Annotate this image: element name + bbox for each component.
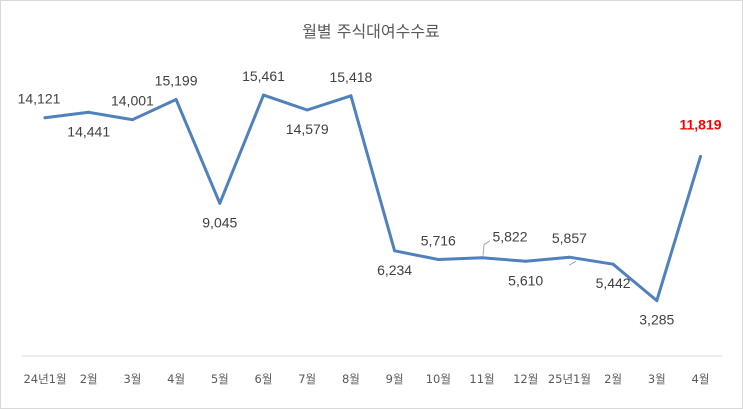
series-line: [43, 93, 702, 303]
data-point: [480, 256, 484, 260]
x-tick-label: 5월: [211, 372, 229, 386]
x-tick-label: 4월: [167, 372, 185, 386]
data-label: 14,441: [67, 123, 110, 139]
data-label: 5,610: [508, 272, 543, 288]
x-axis-ticks: 24년1월 2월 3월 4월 5월 6월 7월 8월 9월 10월 11월 12월 25년1월 2월 3월 4…: [23, 372, 709, 386]
data-point: [611, 262, 615, 266]
x-tick-label: 3월: [648, 372, 666, 386]
data-point: [262, 93, 265, 97]
data-label: 5,442: [596, 275, 631, 291]
leader-lines: [482, 240, 577, 266]
data-label: 5,716: [421, 233, 456, 249]
data-point: [349, 94, 353, 98]
chart-title: 월별 주식대여수수료: [302, 22, 440, 41]
data-point: [43, 116, 47, 120]
x-tick-label: 25년1월: [548, 372, 591, 386]
data-label: 5,822: [492, 229, 527, 245]
data-label: 15,461: [242, 68, 285, 84]
x-tick-label: 3월: [123, 372, 141, 386]
data-point: [305, 108, 309, 112]
x-tick-label: 9월: [386, 372, 404, 386]
x-tick-label: 4월: [692, 372, 710, 386]
x-tick-label: 2월: [80, 372, 98, 386]
data-point: [655, 299, 659, 303]
data-point: [567, 255, 571, 259]
data-point: [393, 249, 397, 253]
data-points: [43, 93, 702, 303]
data-label: 6,234: [377, 262, 412, 278]
data-label: 3,285: [639, 312, 674, 328]
data-point: [87, 110, 91, 114]
data-point: [174, 98, 178, 101]
data-point: [130, 118, 134, 122]
data-label: 15,418: [329, 69, 372, 85]
leader-line: [568, 260, 577, 266]
data-label: 5,857: [552, 230, 587, 246]
data-label: 14,121: [18, 91, 61, 107]
data-point: [699, 155, 702, 158]
data-label: 15,199: [155, 73, 198, 89]
x-tick-label: 11월: [469, 372, 494, 386]
data-point: [524, 259, 528, 263]
x-tick-label: 24년1월: [23, 372, 66, 386]
data-label: 14,001: [111, 93, 154, 109]
x-tick-label: 12월: [513, 372, 538, 386]
leader-line: [482, 240, 491, 256]
data-point: [218, 201, 222, 205]
data-point: [436, 258, 440, 261]
x-tick-label: 2월: [604, 372, 622, 386]
x-tick-label: 6월: [255, 372, 273, 386]
x-tick-label: 7월: [298, 372, 316, 386]
data-label: 14,579: [286, 121, 329, 137]
data-label: 11,819: [679, 117, 721, 133]
x-tick-label: 8월: [342, 372, 360, 386]
data-label: 9,045: [202, 214, 237, 230]
x-tick-label: 10월: [426, 372, 451, 386]
